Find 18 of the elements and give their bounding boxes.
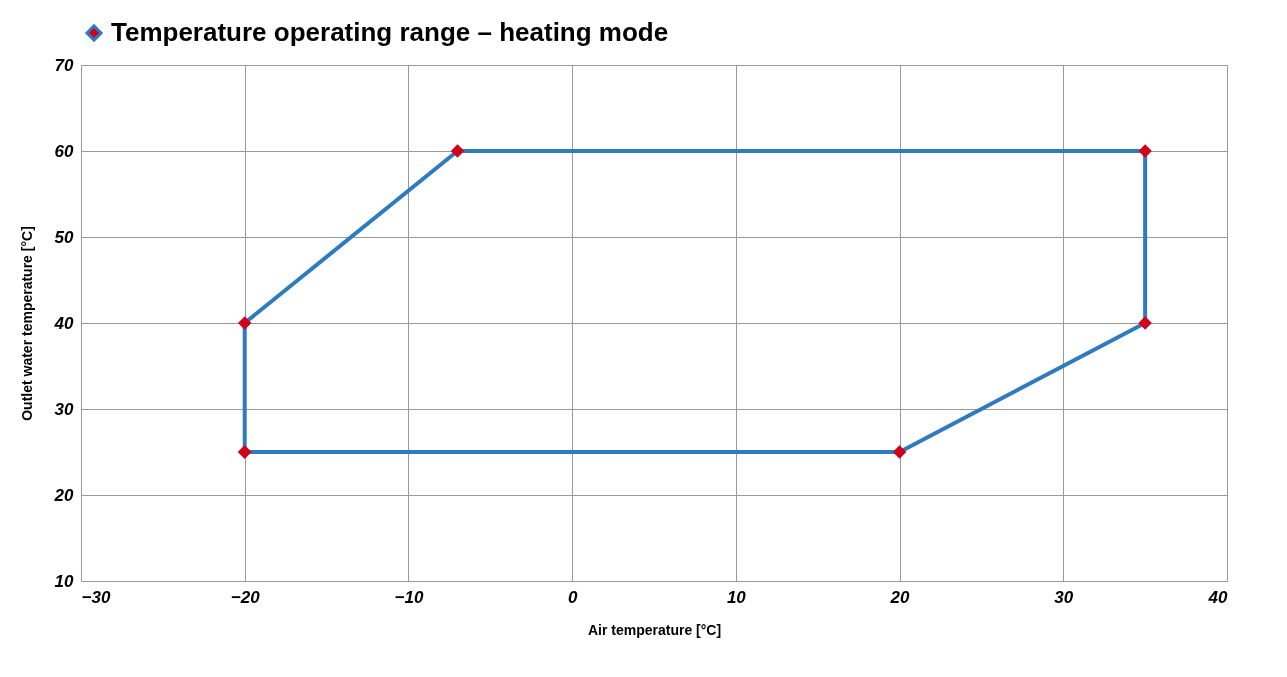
y-tick-label: 50 (54, 227, 75, 247)
y-tick-label: 30 (54, 399, 75, 419)
x-tick-label: 20 (889, 587, 911, 607)
legend-label: Temperature operating range – heating mode (111, 17, 669, 47)
x-tick-label: 40 (1207, 587, 1229, 607)
y-tick-label: 40 (53, 313, 75, 333)
y-axis-title: Outlet water temperature [°C] (18, 226, 35, 421)
y-tick-label: 10 (54, 571, 75, 591)
x-tick-label: −20 (230, 587, 261, 607)
x-tick-label: −30 (81, 587, 111, 607)
x-tick-label: 30 (1054, 587, 1074, 607)
x-tick-label: −10 (394, 587, 424, 607)
x-tick-label: 10 (726, 587, 747, 607)
y-tick-label: 20 (53, 485, 75, 505)
y-tick-label: 60 (54, 141, 75, 161)
x-tick-label: 0 (567, 587, 578, 607)
x-axis-title: Air temperature [°C] (587, 621, 722, 638)
y-tick-label: 70 (54, 55, 75, 75)
